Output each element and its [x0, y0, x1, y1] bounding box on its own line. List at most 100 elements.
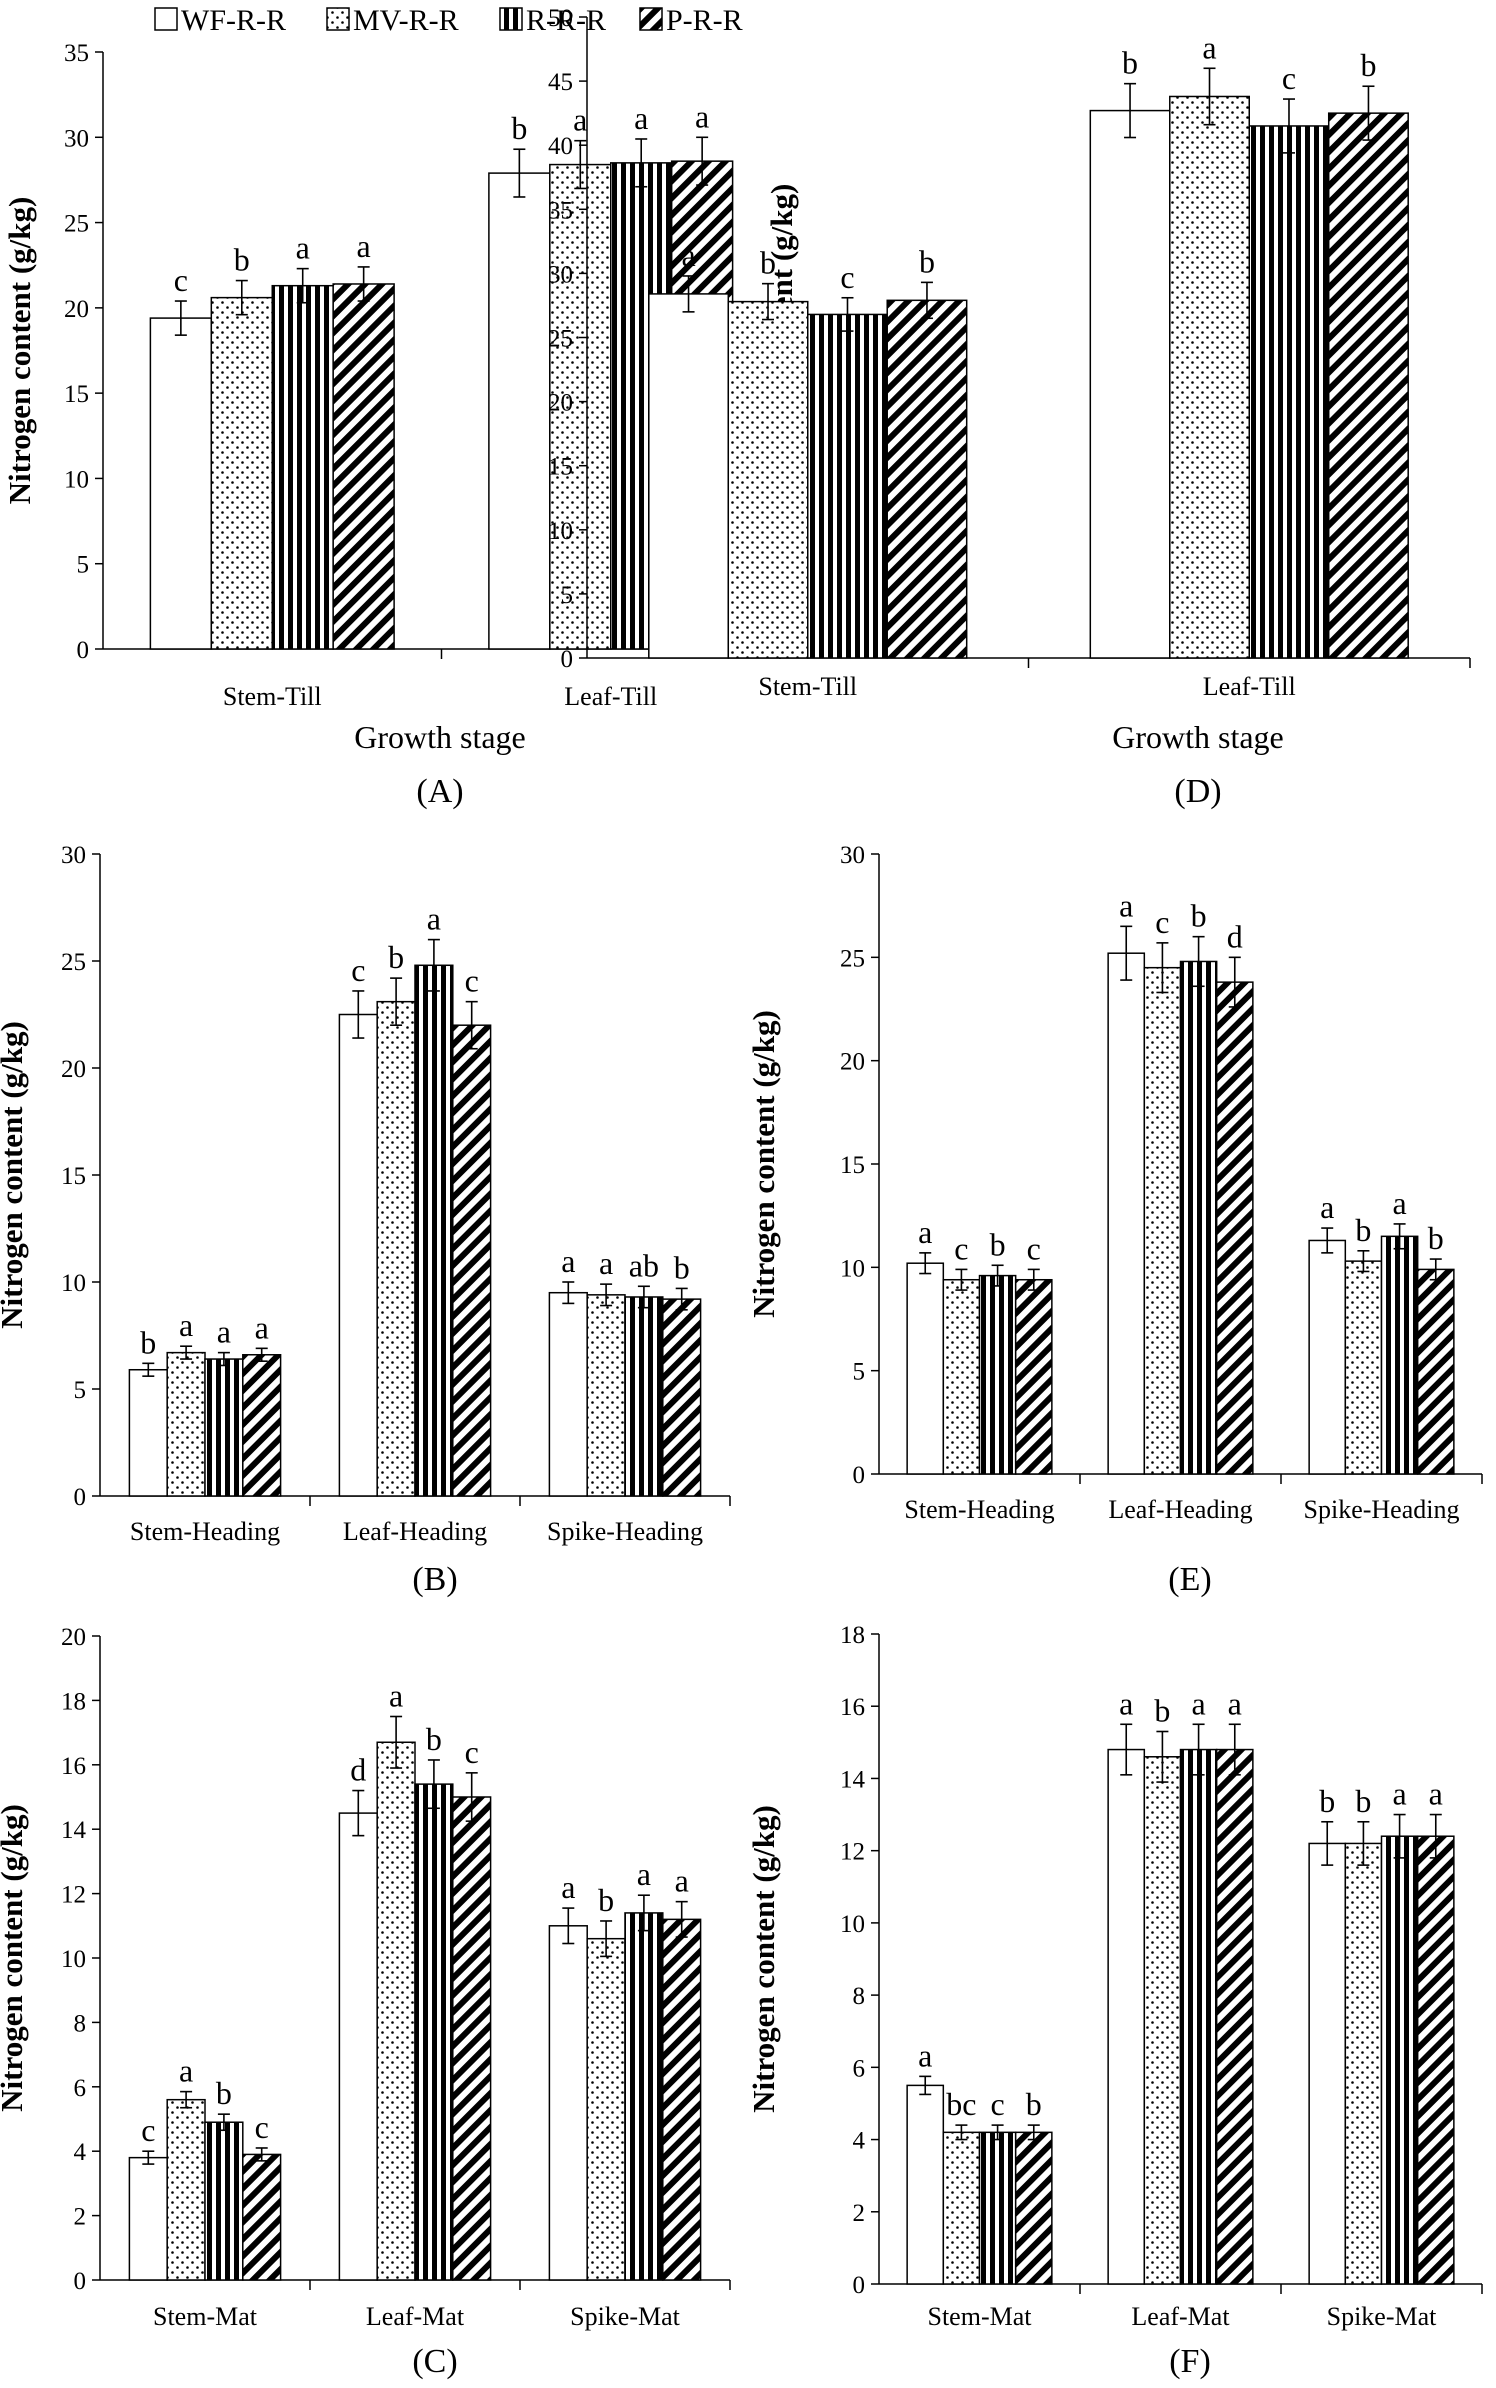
bar — [978, 2131, 1017, 2285]
y-tick-label: 25 — [61, 949, 86, 976]
bar — [1089, 109, 1171, 659]
bar — [1215, 981, 1254, 1475]
y-tick-label: 8 — [853, 1983, 866, 2010]
significance-letter: b — [234, 242, 250, 278]
y-tick-label: 16 — [840, 1694, 865, 1721]
bar — [624, 1912, 664, 2281]
bar — [128, 1368, 168, 1497]
y-tick-label: 5 — [561, 582, 574, 609]
significance-letter: d — [350, 1752, 366, 1788]
x-tick-label: Leaf-Till — [1203, 672, 1296, 701]
y-axis-title: Nitrogen content (g/kg) — [0, 1021, 29, 1329]
y-tick-label: 4 — [74, 2139, 87, 2166]
significance-letter: a — [599, 1245, 613, 1281]
significance-letter: c — [990, 2086, 1004, 2122]
x-tick-label: Stem-Mat — [153, 2302, 258, 2331]
bar — [166, 1351, 206, 1497]
y-tick-label: 40 — [548, 133, 573, 160]
panel-label: (A) — [416, 773, 463, 810]
significance-letter: b — [1026, 2086, 1042, 2122]
y-axis-title: Nitrogen content (g/kg) — [746, 1010, 781, 1318]
chart-panel-d: 05101520253035404550Nitrogen content (g/… — [548, 5, 1471, 810]
bar — [414, 1783, 454, 2281]
y-tick-label: 15 — [61, 1163, 86, 1190]
legend-swatch — [499, 7, 523, 31]
bar — [978, 1274, 1017, 1475]
bar — [338, 1812, 378, 2281]
significance-letter: a — [1202, 29, 1216, 65]
x-tick-label: Spike-Heading — [547, 1517, 703, 1546]
y-tick-label: 12 — [61, 1882, 86, 1909]
legend: WF-R-R MV-R-R R-R-R P-R-R — [154, 4, 743, 37]
y-tick-label: 30 — [61, 842, 86, 869]
chart-panel-b: 0 5 10 15 20 25 30 Nitrogen content (g/kg) Stem-… — [0, 842, 731, 1598]
y-tick-label: 50 — [548, 5, 573, 32]
y-tick-label: 12 — [840, 1839, 865, 1866]
y-tick-label: 15 — [840, 1152, 865, 1179]
significance-letter: c — [351, 952, 365, 988]
y-tick-label: 15 — [64, 381, 89, 408]
bar — [662, 1918, 702, 2281]
bar — [204, 1358, 244, 1497]
significance-letter: a — [1392, 1776, 1406, 1812]
panel-label: (D) — [1174, 773, 1221, 810]
significance-letter: c — [1027, 1230, 1041, 1266]
significance-letter: c — [1282, 60, 1296, 96]
significance-letter: a — [681, 237, 695, 273]
panel-label: (F) — [1169, 2343, 1211, 2380]
bar — [1014, 2131, 1053, 2285]
significance-letter: a — [427, 901, 441, 937]
y-tick-label: 10 — [840, 1911, 865, 1938]
significance-letter: b — [1122, 45, 1138, 81]
bar — [1380, 1835, 1419, 2285]
y-axis-title: Nitrogen content (g/kg) — [0, 1804, 29, 2112]
significance-letter: a — [217, 1314, 231, 1350]
bar — [1179, 960, 1218, 1475]
y-tick-label: 6 — [853, 2055, 866, 2082]
bar — [488, 172, 551, 650]
x-tick-label: Stem-Till — [223, 682, 322, 711]
y-tick-label: 6 — [74, 2075, 87, 2102]
significance-letter: a — [1119, 887, 1133, 923]
significance-letter: a — [918, 1214, 932, 1250]
significance-letter: bc — [946, 2086, 976, 2122]
bar — [1107, 1748, 1146, 2285]
bar — [149, 317, 213, 650]
bar — [807, 313, 888, 659]
significance-letter: c — [840, 259, 854, 295]
y-tick-label: 0 — [561, 646, 574, 673]
panel-label: (E) — [1168, 1561, 1211, 1598]
significance-letter: a — [255, 1309, 269, 1345]
significance-letter: b — [990, 1226, 1006, 1262]
significance-letter: b — [1191, 898, 1207, 934]
bar — [1327, 112, 1409, 659]
bar — [376, 1741, 416, 2281]
x-tick-label: Leaf-Mat — [366, 2302, 465, 2331]
y-axis-title: Nitrogen content (g/kg) — [746, 1805, 781, 2113]
y-tick-label: 16 — [61, 1753, 86, 1780]
significance-letter: b — [1319, 1783, 1335, 1819]
bar — [452, 1796, 492, 2281]
significance-letter: b — [760, 245, 776, 281]
x-tick-label: Stem-Mat — [928, 2302, 1033, 2331]
significance-letter: c — [465, 963, 479, 999]
significance-letter: b — [1355, 1212, 1371, 1248]
significance-letter: b — [216, 2075, 232, 2111]
y-tick-label: 5 — [74, 1377, 87, 1404]
significance-letter: a — [1392, 1185, 1406, 1221]
legend-label: MV-R-R — [353, 4, 459, 37]
y-tick-label: 20 — [64, 296, 89, 323]
significance-letter: c — [255, 2109, 269, 2145]
x-tick-label: Leaf-Till — [564, 682, 657, 711]
bar — [1107, 952, 1146, 1475]
y-tick-label: 10 — [548, 518, 573, 545]
bar — [210, 296, 274, 650]
y-tick-label: 2 — [853, 2200, 866, 2227]
significance-letter: b — [511, 110, 527, 146]
significance-letter: b — [388, 939, 404, 975]
significance-letter: b — [1360, 47, 1376, 83]
significance-letter: a — [634, 100, 648, 136]
bar — [886, 299, 968, 659]
y-tick-label: 20 — [61, 1624, 86, 1651]
significance-letter: a — [675, 1863, 689, 1899]
